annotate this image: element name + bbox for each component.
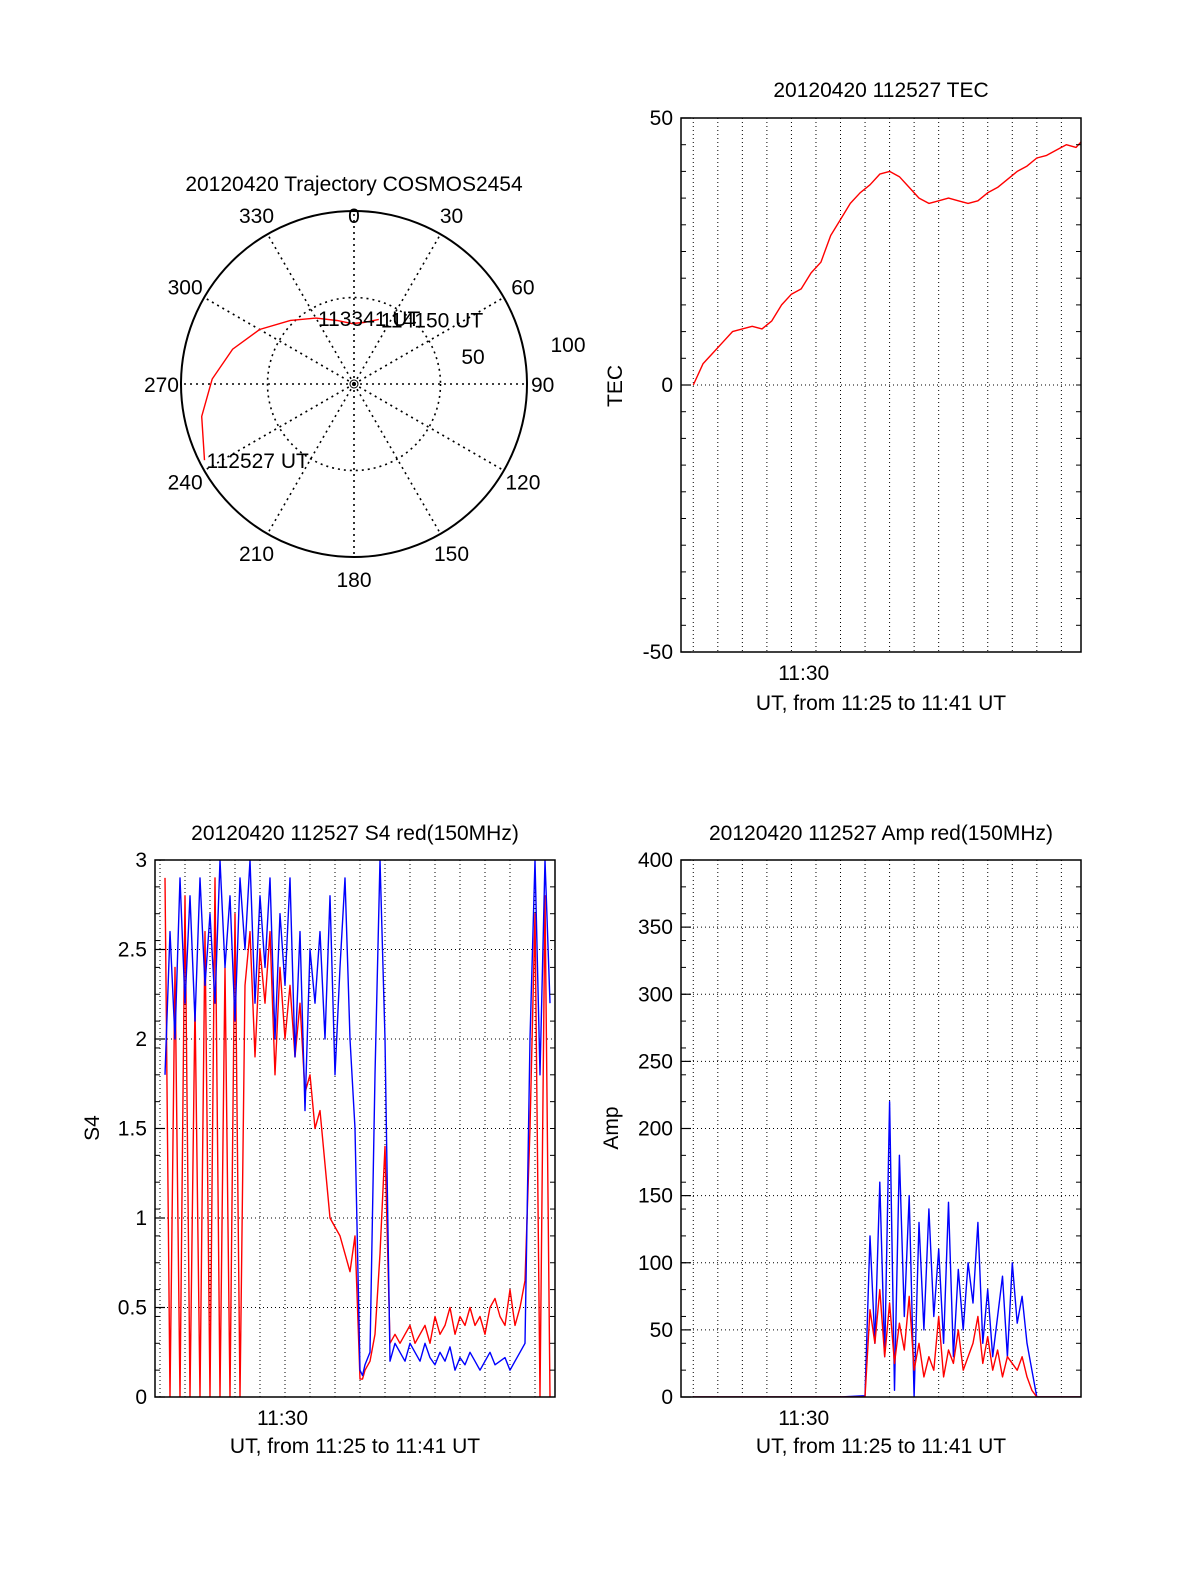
polar-radial-label: 100 <box>550 334 585 357</box>
polar-azimuth-label: 60 <box>511 277 534 300</box>
polar-azimuth-label: 0 <box>348 205 360 228</box>
y-tick-label: 350 <box>638 916 673 939</box>
amp-ylabel: Amp <box>600 1106 623 1149</box>
polar-azimuth-label: 240 <box>168 472 203 495</box>
y-tick-label: 50 <box>650 1319 673 1342</box>
series-line-0 <box>164 877 551 1397</box>
x-tick-label: 11:30 <box>778 1407 829 1430</box>
polar-azimuth-label: 150 <box>434 543 469 566</box>
polar-azimuth-label: 120 <box>505 472 540 495</box>
polar-spoke <box>353 233 442 385</box>
polar-time-annotation: 114150 UT <box>381 309 484 332</box>
y-tick-label: 50 <box>650 107 673 130</box>
y-tick-label: 1.5 <box>118 1118 147 1141</box>
tec-chart-panel: 20120420 112527 TEC UT, from 11:25 to 11… <box>604 79 1082 715</box>
polar-outer-ring <box>180 210 528 558</box>
polar-spoke <box>353 296 505 385</box>
amp-title: 20120420 112527 Amp red(150MHz) <box>709 822 1053 845</box>
polar-trajectory-line <box>200 317 379 461</box>
y-tick-label: 200 <box>638 1118 673 1141</box>
polar-azimuth-label: 330 <box>239 205 274 228</box>
y-tick-label: 150 <box>638 1185 673 1208</box>
series-line-1 <box>164 860 551 1377</box>
y-tick-label: 0 <box>661 374 673 397</box>
polar-spoke <box>266 233 355 385</box>
polar-grid <box>180 210 528 558</box>
series-line-0 <box>692 141 1081 386</box>
y-tick-label: 2.5 <box>118 939 147 962</box>
polar-series-group <box>200 317 379 461</box>
s4-xlabel: UT, from 11:25 to 11:41 UT <box>230 1435 480 1458</box>
s4-chart-panel: 20120420 112527 S4 red(150MHz) UT, from … <box>81 822 556 1458</box>
polar-trajectory-panel: 20120420 Trajectory COSMOS2454 0 30 60 90 12… <box>144 173 586 592</box>
y-tick-label: 2 <box>135 1028 147 1051</box>
polar-time-annotation: 113341 UT <box>318 308 421 331</box>
tec-xlabel: UT, from 11:25 to 11:41 UT <box>756 692 1006 715</box>
polar-ring-50 <box>266 296 442 472</box>
tec-ylabel: TEC <box>604 365 627 407</box>
y-tick-label: -50 <box>643 641 673 664</box>
polar-azimuth-label: 180 <box>336 569 371 592</box>
y-tick-label: 0.5 <box>118 1297 147 1320</box>
polar-spoke <box>353 383 505 472</box>
y-tick-label: 400 <box>638 849 673 872</box>
polar-spoke <box>203 296 355 385</box>
s4-plot-area: 0 0.5 1 1.5 2 2.5 3 11:30 <box>118 849 556 1430</box>
amp-plot-area: 0 50 100 150 200 250 300 350 400 11:30 <box>638 849 1082 1430</box>
polar-time-annotation: 112527 UT <box>206 450 309 473</box>
y-tick-label: 0 <box>661 1386 673 1409</box>
polar-radial-label: 50 <box>461 346 484 369</box>
y-tick-label: 3 <box>135 849 147 872</box>
polar-center <box>349 379 359 389</box>
polar-azimuth-label: 270 <box>144 374 179 397</box>
polar-azimuth-label: 210 <box>239 543 274 566</box>
polar-azimuth-label: 30 <box>440 205 463 228</box>
s4-title: 20120420 112527 S4 red(150MHz) <box>191 822 519 845</box>
y-tick-label: 250 <box>638 1050 673 1073</box>
amp-chart-panel: 20120420 112527 Amp red(150MHz) UT, from… <box>600 822 1082 1458</box>
x-tick-label: 11:30 <box>257 1407 308 1430</box>
x-tick-label: 11:30 <box>778 662 829 685</box>
y-tick-label: 300 <box>638 983 673 1006</box>
polar-spoke <box>353 383 442 535</box>
series-line-0 <box>693 1101 1081 1397</box>
polar-azimuth-label: 90 <box>531 374 554 397</box>
polar-azimuth-label: 300 <box>168 277 203 300</box>
tec-plot-area: -50 0 50 11:30 <box>643 107 1082 685</box>
polar-title: 20120420 Trajectory COSMOS2454 <box>185 173 523 196</box>
amp-xlabel: UT, from 11:25 to 11:41 UT <box>756 1435 1006 1458</box>
polar-spoke <box>266 383 355 535</box>
polar-spoke <box>203 383 355 472</box>
y-tick-label: 100 <box>638 1252 673 1275</box>
y-tick-label: 0 <box>135 1386 147 1409</box>
polar-labels-group: 0 30 60 90 120 150 180 210 240 270 300 330 50 100 1141… <box>144 205 586 592</box>
tec-title: 20120420 112527 TEC <box>773 79 988 102</box>
series-line-1 <box>693 1288 1081 1397</box>
s4-ylabel: S4 <box>81 1115 104 1141</box>
y-tick-label: 1 <box>135 1207 147 1230</box>
